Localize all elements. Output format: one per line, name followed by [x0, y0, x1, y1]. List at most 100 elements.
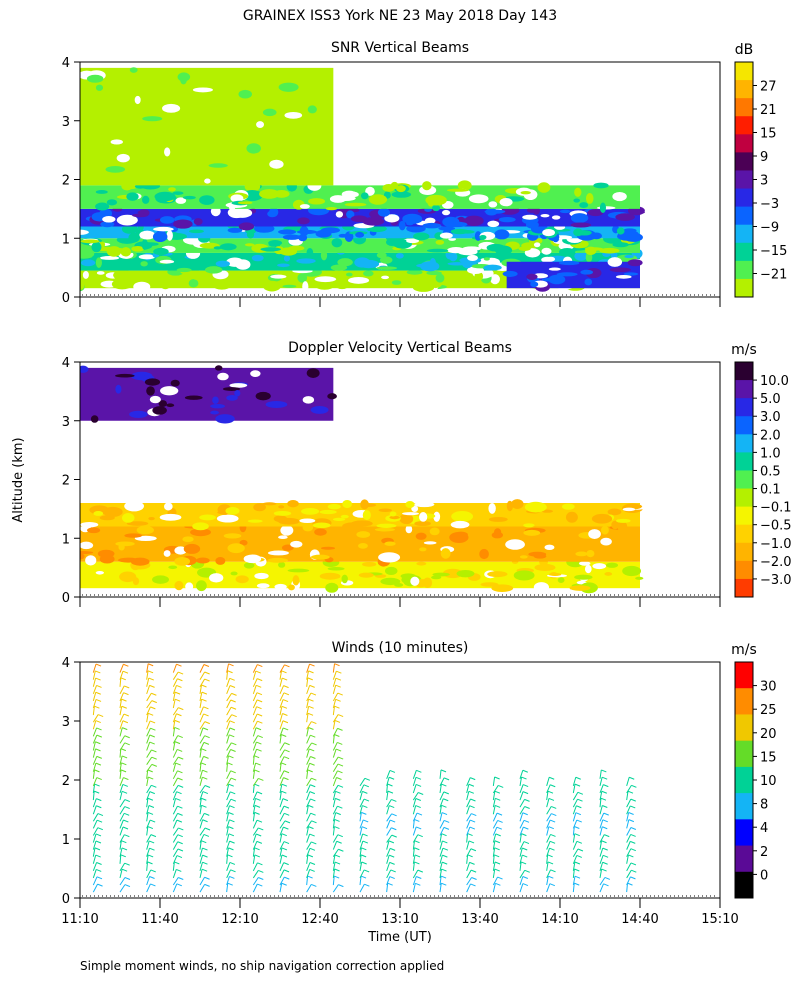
- wind-barb: [119, 813, 125, 822]
- wind-barb-flag: [549, 840, 556, 844]
- echo-speckle: [306, 368, 320, 378]
- wind-barb: [226, 685, 231, 695]
- colorbar-tick-label: 3.0: [760, 410, 781, 425]
- wind-barb: [386, 770, 391, 780]
- wind-barb: [199, 706, 204, 716]
- panel-title: Doppler Velocity Vertical Beams: [288, 340, 512, 356]
- echo-speckle: [282, 234, 301, 240]
- echo-speckle: [229, 383, 248, 388]
- wind-barb: [279, 670, 283, 680]
- echo-speckle: [153, 247, 169, 256]
- echo-speckle: [419, 547, 427, 552]
- wind-barb: [172, 762, 177, 772]
- wind-barb: [119, 777, 124, 787]
- wind-barb-flag: [149, 720, 156, 724]
- wind-barb-flag: [150, 706, 156, 710]
- wind-barb: [279, 833, 283, 843]
- wind-barb-flag: [498, 784, 504, 788]
- wind-barb-flag: [94, 790, 100, 794]
- wind-barb: [92, 798, 97, 808]
- colorbar-tick-label: −0.5: [760, 519, 792, 534]
- wind-barb: [332, 742, 338, 751]
- wind-barb-flag: [121, 847, 128, 851]
- wind-barb-flag: [254, 854, 261, 858]
- wind-barb-flag: [469, 819, 476, 823]
- colorbar-swatch: [735, 524, 753, 544]
- wind-barb-flag: [255, 727, 262, 731]
- wind-barb-flag: [256, 840, 263, 844]
- wind-barb: [172, 713, 177, 723]
- wind-barb: [466, 862, 471, 872]
- wind-barb-flag: [415, 783, 422, 787]
- wind-barb-flag: [96, 755, 102, 759]
- wind-barb: [306, 862, 311, 872]
- wind-barb: [332, 678, 337, 687]
- wind-barb: [92, 883, 98, 893]
- echo-speckle: [246, 143, 261, 154]
- wind-barb-flag: [522, 876, 529, 879]
- wind-barb: [306, 833, 311, 843]
- wind-barb-flag: [204, 785, 211, 788]
- echo-speckle: [599, 202, 607, 214]
- wind-barb: [279, 784, 283, 794]
- wind-barb-flag: [308, 804, 314, 808]
- echo-speckle: [422, 222, 442, 229]
- wind-barb-flag: [281, 734, 287, 737]
- wind-barb: [412, 826, 417, 836]
- wind-barb-flag: [522, 847, 528, 851]
- wind-barb-flag: [204, 883, 210, 887]
- echo-speckle: [599, 247, 620, 254]
- wind-barb: [332, 854, 336, 864]
- wind-barb-flag: [258, 827, 264, 831]
- echo-speckle: [533, 582, 549, 593]
- echo-speckle: [251, 254, 264, 262]
- wind-barb-flag: [284, 812, 290, 816]
- wind-barb: [146, 741, 151, 751]
- y-tick-label: 3: [62, 715, 70, 730]
- wind-barb-flag: [201, 840, 207, 844]
- wind-barb-flag: [469, 805, 475, 809]
- wind-barb: [279, 677, 283, 687]
- wind-barb: [279, 727, 284, 737]
- wind-barb-flag: [523, 819, 530, 823]
- wind-barb: [332, 685, 337, 694]
- wind-barb: [626, 862, 632, 872]
- wind-barb: [466, 883, 471, 893]
- echo-speckle: [282, 284, 297, 288]
- wind-barb: [359, 791, 363, 801]
- echo-speckle: [174, 556, 191, 566]
- wind-barb-flag: [281, 790, 287, 794]
- wind-barb: [172, 707, 179, 716]
- echo-speckle: [432, 572, 450, 577]
- colorbar-tick-label: 30: [760, 680, 777, 695]
- wind-barb-flag: [336, 670, 342, 674]
- wind-barb-flag: [309, 762, 315, 766]
- wind-barb: [226, 707, 232, 716]
- wind-barb-flag: [521, 776, 527, 780]
- colorbar-tick-label: 21: [760, 103, 777, 118]
- wind-barb-flag: [96, 819, 103, 823]
- wind-barb: [119, 762, 122, 772]
- wind-barb: [466, 819, 471, 829]
- wind-barb: [599, 840, 603, 850]
- wind-barb: [332, 748, 337, 758]
- wind-barb: [146, 734, 151, 744]
- wind-barb-flag: [149, 819, 156, 823]
- echo-speckle: [95, 571, 104, 575]
- wind-barb-flag: [388, 776, 395, 780]
- echo-speckle: [546, 256, 556, 262]
- echo-speckle: [342, 499, 353, 509]
- colorbar-tick-label: 5.0: [760, 392, 781, 407]
- colorbar-swatch: [735, 80, 753, 99]
- echo-speckle: [584, 278, 593, 286]
- wind-barb-flag: [177, 770, 183, 774]
- wind-barb-flag: [363, 798, 370, 802]
- echo-speckle: [432, 204, 441, 212]
- wind-barb: [146, 713, 149, 723]
- x-axis-label: Time (UT): [367, 930, 432, 945]
- wind-barb-flag: [495, 797, 501, 801]
- wind-barb: [599, 826, 603, 836]
- wind-barb: [412, 834, 419, 843]
- echo-speckle: [106, 199, 118, 206]
- wind-barb: [146, 791, 151, 801]
